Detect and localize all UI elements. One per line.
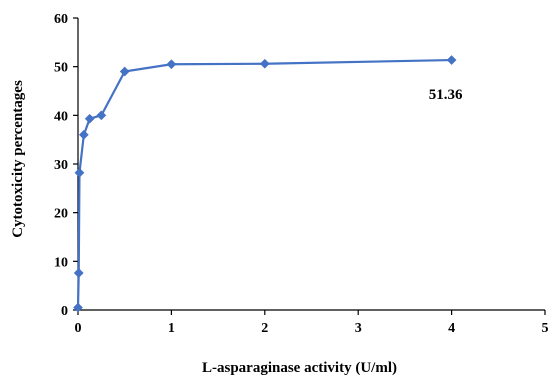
y-axis-title: Cytotoxicity percentages bbox=[10, 80, 26, 238]
data-point-marker bbox=[73, 268, 84, 278]
data-point-marker bbox=[96, 110, 107, 121]
data-point-marker bbox=[84, 113, 95, 124]
y-axis-ticks: 0 10 20 30 40 50 60 bbox=[54, 12, 78, 319]
x-tick-label: 1 bbox=[168, 321, 175, 336]
x-axis-ticks: 0 1 2 3 4 5 bbox=[75, 310, 549, 336]
data-point-marker bbox=[446, 55, 457, 66]
data-point-marker bbox=[78, 129, 89, 140]
x-tick-label: 3 bbox=[355, 321, 362, 336]
data-point-marker bbox=[73, 302, 83, 313]
y-tick-label: 40 bbox=[54, 109, 68, 124]
series-layer bbox=[73, 55, 457, 313]
data-point-marker bbox=[74, 167, 85, 178]
x-tick-label: 2 bbox=[261, 321, 268, 336]
x-tick-label: 0 bbox=[75, 321, 82, 336]
series-line bbox=[76, 58, 452, 308]
y-tick-label: 50 bbox=[54, 61, 68, 76]
x-axis-title: L-asparaginase activity (U/ml) bbox=[202, 360, 397, 376]
annotation-layer: 51.36 bbox=[429, 87, 463, 103]
x-tick-label: 5 bbox=[542, 321, 549, 336]
y-tick-label: 60 bbox=[54, 12, 68, 27]
y-tick-label: 20 bbox=[54, 207, 68, 222]
y-tick-label: 10 bbox=[54, 255, 68, 270]
y-tick-label: 0 bbox=[61, 304, 68, 319]
data-point-marker bbox=[119, 66, 130, 77]
data-point-marker bbox=[166, 59, 177, 70]
x-tick-label: 4 bbox=[448, 321, 455, 336]
data-point-marker bbox=[259, 58, 270, 69]
y-tick-label: 30 bbox=[54, 158, 68, 173]
data-label: 51.36 bbox=[429, 87, 463, 103]
